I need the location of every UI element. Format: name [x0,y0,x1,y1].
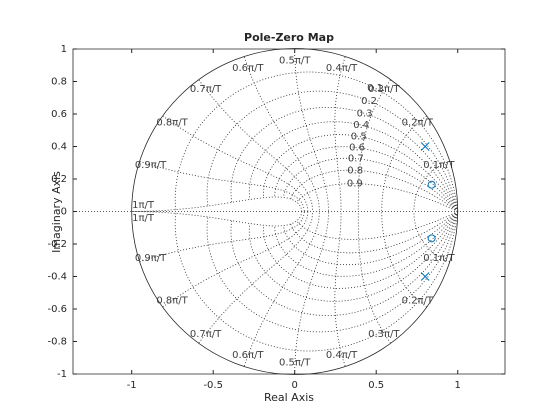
frequency-label: 0.1π/T [423,160,455,171]
x-tick-label: -1 [127,380,137,391]
frequency-line [198,79,314,212]
damping-label: 0.1 [367,83,383,94]
frequency-line [357,79,391,212]
frequency-line [381,211,427,308]
frequency-label: 1π/T [132,213,155,224]
y-tick-label: 0.4 [51,142,67,153]
frequency-label: 0.5π/T [279,358,311,369]
y-tick-label: -0.8 [47,337,67,348]
frequency-line [198,211,314,344]
damping-line [230,107,459,212]
frequency-label: 0.2π/T [402,118,434,129]
frequency-label: 0.9π/T [135,160,167,171]
damping-label: 0.3 [357,108,373,119]
damping-line [248,211,459,302]
frequency-line [294,211,329,374]
pole [420,142,430,151]
frequency-line [139,160,305,212]
y-tick-label: 0.8 [51,77,67,88]
damping-line [263,211,459,289]
frequency-line [381,115,427,212]
frequency-label: 0.6π/T [232,63,264,74]
frequency-line [131,196,303,212]
frequency-line [243,211,320,367]
frequency-label: 0.4π/T [326,63,358,74]
frequency-label: 0.4π/T [326,350,358,361]
damping-line [290,169,458,212]
frequency-line [131,211,303,227]
frequency-label: 0.3π/T [368,329,400,340]
damping-line [283,157,458,212]
damping-line [206,211,459,333]
y-tick-label: -1 [57,369,67,380]
frequency-line [162,211,309,308]
zero [427,234,436,243]
frequency-line [334,211,346,367]
damping-line [230,211,459,316]
frequency-line [357,211,391,344]
damping-label: 0.8 [347,165,363,176]
frequency-label: 0.7π/T [190,329,222,340]
y-tick-label: 0 [61,207,67,218]
pole [420,272,430,281]
y-axis-label: Imaginary Axis [50,171,63,253]
x-tick-label: 1 [455,380,461,391]
frequency-line [243,56,320,212]
damping-line [274,211,459,277]
y-tick-label: 0.2 [51,174,67,185]
frequency-line [139,211,305,263]
frequency-label: 0.9π/T [135,253,167,264]
frequency-line [334,56,346,212]
damping-label: 0.5 [351,131,367,142]
x-tick-label: 0 [292,380,298,391]
y-tick-label: -0.4 [47,272,67,283]
damping-label: 0.6 [349,143,365,154]
x-tick-label: -0.5 [203,380,223,391]
frequency-line [162,115,309,212]
unit-circle [131,48,459,375]
damping-label: 0.4 [353,120,369,131]
damping-label: 0.7 [348,154,364,165]
damping-line [274,146,459,212]
damping-line [263,134,459,212]
y-tick-label: 1 [61,44,67,55]
y-tick-label: -0.6 [47,304,67,315]
damping-label: 0.9 [347,179,363,190]
frequency-label: 0.8π/T [156,295,188,306]
damping-line [248,121,459,212]
damping-line [283,211,458,266]
frequency-label: 0.5π/T [279,55,311,66]
frequency-line [413,160,450,212]
chart-title: Pole-Zero Map [244,31,334,44]
frequency-label: 1π/T [132,200,155,211]
x-tick-label: 0.5 [368,380,384,391]
frequency-label: 0.3π/T [368,84,400,95]
y-tick-label: 0.6 [51,109,67,120]
frequency-label: 0.8π/T [156,118,188,129]
zero [427,180,436,189]
frequency-label: 0.6π/T [232,350,264,361]
frequency-line [294,49,329,212]
frequency-label: 0.2π/T [402,295,434,306]
x-axis-label: Real Axis [264,391,314,404]
frequency-label: 0.7π/T [190,84,222,95]
damping-label: 0.2 [361,96,377,107]
frequency-label: 0.1π/T [423,253,455,264]
damping-line [206,90,459,212]
frequency-line [413,211,450,263]
damping-line [290,211,458,254]
y-tick-label: -0.2 [47,239,67,250]
